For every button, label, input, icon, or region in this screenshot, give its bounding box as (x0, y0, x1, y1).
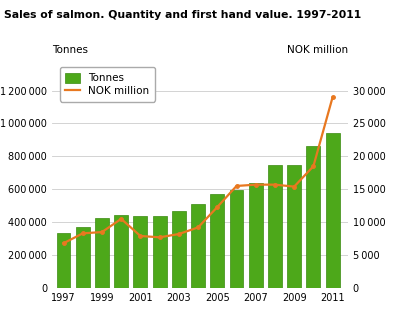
Bar (230, 190, 244, 288)
Bar (172, 212, 186, 288)
Bar (76, 228, 90, 288)
Bar (210, 194, 224, 288)
Bar (191, 204, 205, 288)
Text: NOK million: NOK million (287, 45, 348, 55)
Text: Tonnes: Tonnes (52, 45, 88, 55)
Bar (306, 147, 320, 288)
Bar (114, 215, 128, 288)
Bar (57, 233, 70, 288)
Bar (287, 165, 301, 288)
Text: Sales of salmon. Quantity and first hand value. 1997-2011: Sales of salmon. Quantity and first hand… (4, 10, 361, 20)
Legend: Tonnes, NOK million: Tonnes, NOK million (60, 68, 155, 101)
Bar (95, 218, 109, 288)
Bar (268, 164, 282, 288)
Bar (249, 183, 263, 288)
Bar (326, 133, 340, 288)
Bar (153, 216, 166, 288)
Bar (134, 216, 147, 288)
